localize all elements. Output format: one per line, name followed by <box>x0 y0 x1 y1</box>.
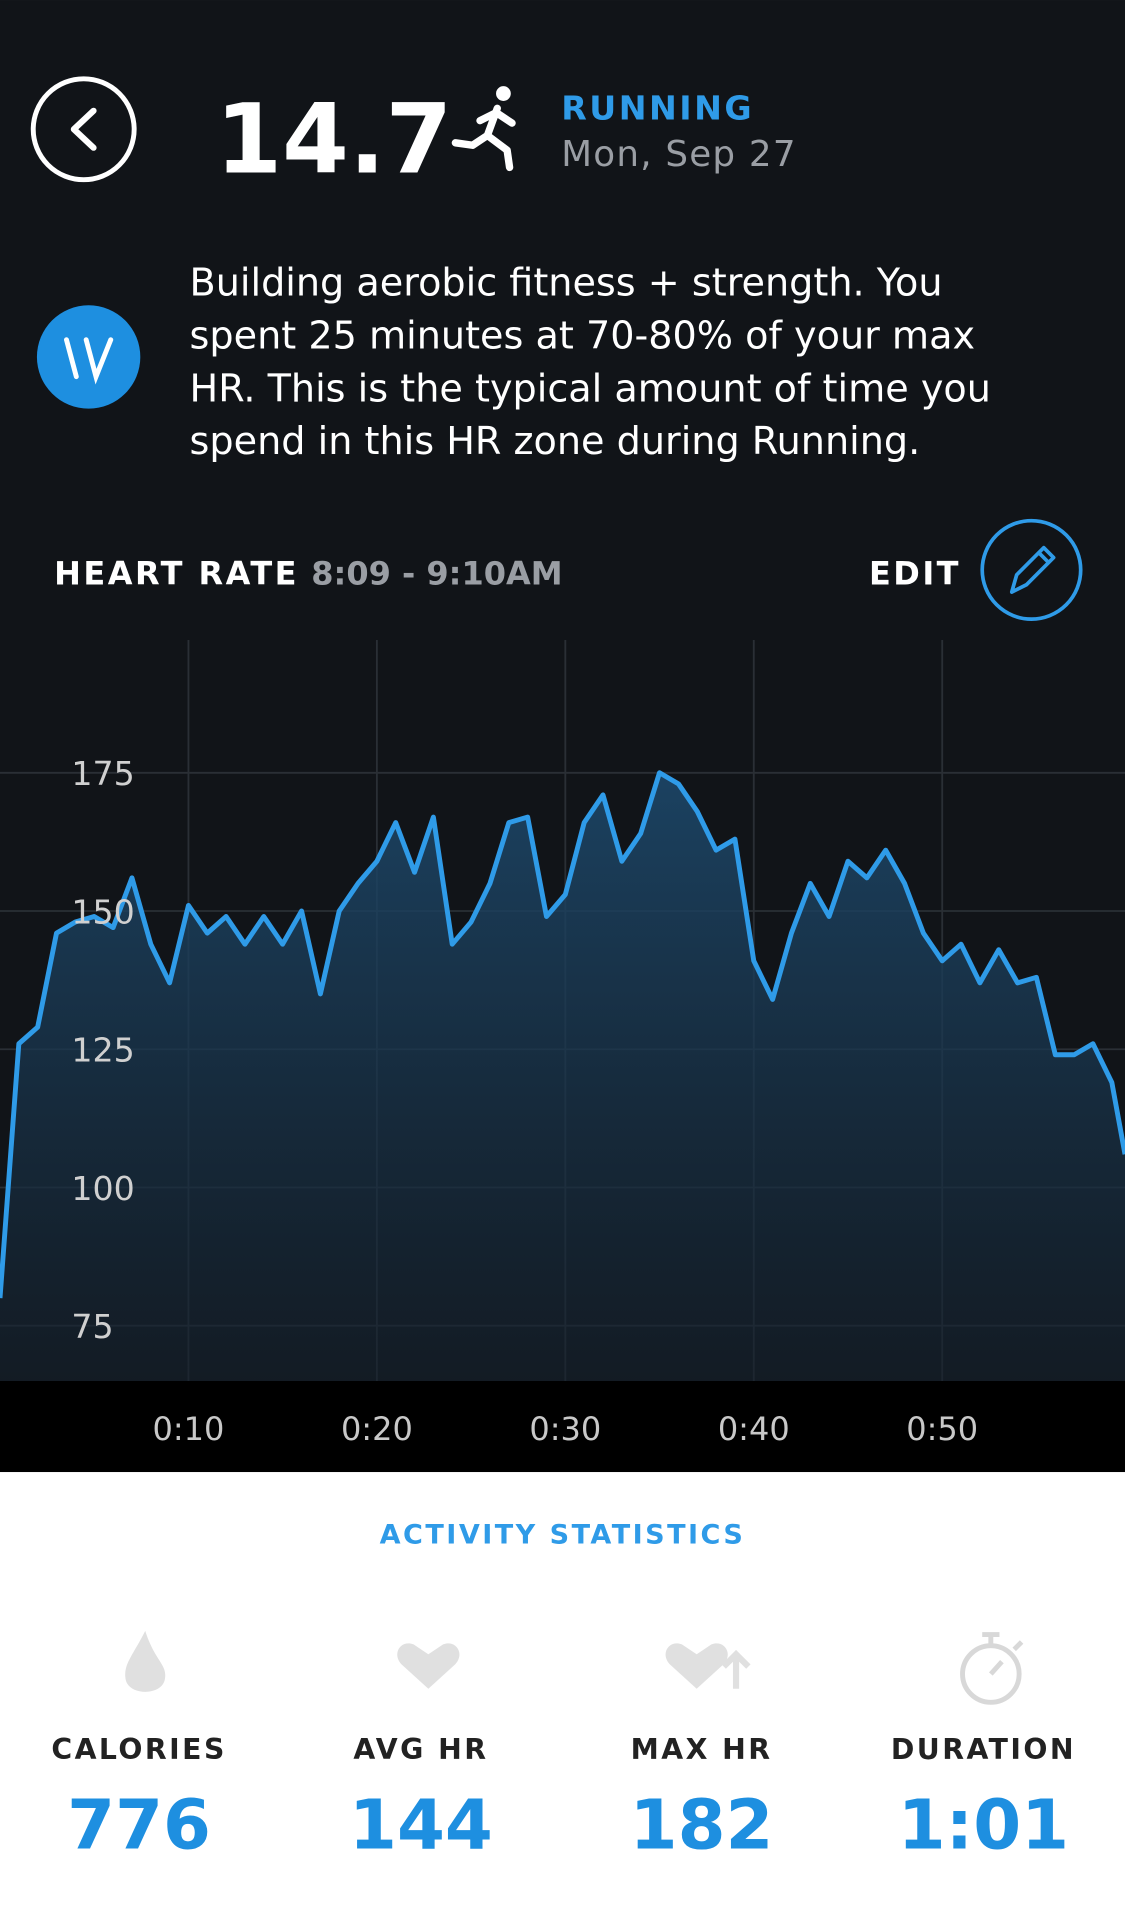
x-tick-label: 0:30 <box>529 1410 601 1448</box>
insight-line: Building aerobic fitness + strength. You <box>190 260 943 304</box>
back-circle[interactable] <box>30 76 137 183</box>
activity-value: 14.7 <box>215 83 452 195</box>
x-tick-label: 0:50 <box>906 1410 978 1448</box>
x-tick-label: 0:10 <box>153 1410 225 1448</box>
runner-icon <box>451 86 516 172</box>
chart-title: HEART RATE <box>54 555 299 593</box>
stats-panel <box>0 1472 1125 1930</box>
y-tick-label: 75 <box>71 1307 113 1346</box>
insight-text: Building aerobic fitness + strength. You… <box>190 260 991 463</box>
duration-icon <box>960 1632 1024 1705</box>
avg-hr-icon <box>397 1643 460 1689</box>
edit-circle[interactable] <box>980 518 1083 621</box>
chart-heading: HEART RATE 8:09 - 9:10AM <box>54 555 562 593</box>
stat-value: 144 <box>349 1786 493 1866</box>
y-tick-label: 150 <box>71 892 134 931</box>
insight-line: spent 25 minutes at 70-80% of your max <box>190 313 975 357</box>
calories-icon <box>125 1630 166 1692</box>
y-tick-label: 125 <box>71 1031 134 1070</box>
activity-type: RUNNING <box>561 88 754 127</box>
x-axis-band <box>0 1381 1125 1473</box>
activity-date: Mon, Sep 27 <box>561 134 797 175</box>
x-tick-label: 0:40 <box>718 1410 790 1448</box>
stats-row: CALORIES 776 AVG HR 144 MAX HR 182 DURATION 1:0… <box>51 1733 1076 1866</box>
line-series <box>0 770 1125 1299</box>
stat-value: 776 <box>67 1786 211 1866</box>
y-tick-label: 175 <box>71 754 134 793</box>
insight-line: spend in this HR zone during Running. <box>190 419 921 463</box>
max-hr-icon <box>665 1643 751 1689</box>
insight-line: HR. This is the typical amount of time y… <box>190 366 991 410</box>
back-button[interactable] <box>30 76 137 183</box>
edit-pencil[interactable] <box>1009 545 1056 594</box>
y-tick-label: 100 <box>71 1169 134 1208</box>
stat-value: 1:01 <box>898 1786 1069 1866</box>
edit-button[interactable] <box>980 518 1083 621</box>
stat-label: DURATION <box>891 1733 1076 1766</box>
insight-glyph <box>64 337 114 385</box>
heart-rate-chart: 0:10 0:20 0:30 0:40 0:50 75 100 125 150 175 <box>0 640 1125 1448</box>
stats-title: ACTIVITY STATISTICS <box>380 1520 746 1551</box>
stat-label: CALORIES <box>51 1733 226 1766</box>
stat-label: MAX HR <box>631 1733 773 1766</box>
line-area <box>0 772 1125 1382</box>
chart-subtitle: 8:09 - 9:10AM <box>311 555 562 593</box>
stat-value: 182 <box>630 1786 774 1866</box>
x-tick-label: 0:20 <box>341 1410 413 1448</box>
edit-label[interactable]: EDIT <box>869 555 961 593</box>
back-chevron[interactable] <box>70 107 97 151</box>
stat-label: AVG HR <box>353 1733 488 1766</box>
